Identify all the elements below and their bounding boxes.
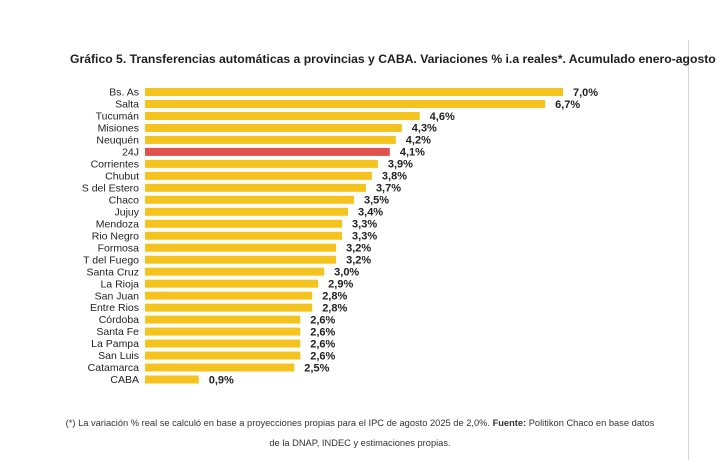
bar	[145, 291, 313, 300]
value-label: 4,2%	[406, 135, 431, 147]
bar	[145, 87, 563, 96]
category-label: La Rioja	[100, 278, 139, 290]
category-label: Santa Fe	[96, 326, 139, 338]
value-label: 3,7%	[376, 183, 401, 195]
value-label: 2,6%	[310, 326, 335, 338]
value-label: 2,6%	[310, 350, 335, 362]
bar	[145, 351, 301, 360]
category-label: San Luis	[98, 350, 139, 362]
category-label: Chaco	[109, 194, 140, 206]
footnote-source-text: Politikon Chaco en base datos de la DNAP…	[269, 418, 655, 448]
bar	[145, 183, 366, 192]
value-label: 3,2%	[346, 243, 371, 255]
value-label: 2,8%	[322, 302, 347, 314]
category-label: 24J	[122, 146, 139, 158]
value-label: 2,9%	[328, 278, 353, 290]
category-label: Entre Rios	[90, 302, 139, 314]
bar	[145, 123, 402, 132]
category-label: CABA	[110, 374, 139, 386]
bar	[145, 159, 378, 168]
category-label: Catamarca	[88, 362, 140, 374]
bar-highlight	[145, 147, 390, 156]
bar	[145, 315, 301, 324]
bar	[145, 363, 295, 372]
category-label: Chubut	[105, 170, 139, 182]
category-label: T del Fuego	[83, 254, 139, 266]
footnote-source-label: Fuente:	[492, 418, 527, 428]
bar-chart: Bs. As 7,0% Salta 6,7% Tucumán 4,6% Misiones 4,…	[82, 87, 598, 387]
category-label: San Juan	[95, 290, 140, 302]
category-label: Córdoba	[99, 314, 139, 326]
bar	[145, 135, 396, 144]
bar	[145, 375, 199, 384]
value-label: 3,4%	[358, 207, 383, 219]
category-label: La Pampa	[91, 338, 139, 350]
bar	[145, 99, 546, 108]
footnote-text: (*) La variación % real se calculó en ba…	[65, 418, 493, 428]
frame-divider	[688, 40, 689, 460]
footnote: (*) La variación % real se calculó en ba…	[60, 413, 660, 453]
bar	[145, 219, 343, 228]
category-label: Bs. As	[109, 87, 139, 99]
value-label: 3,8%	[382, 171, 407, 183]
value-label: 3,2%	[346, 255, 371, 267]
category-label: Tucumán	[96, 111, 140, 123]
value-label: 3,5%	[364, 195, 389, 207]
bar	[145, 279, 319, 288]
value-label: 4,1%	[400, 147, 425, 159]
bar	[145, 327, 301, 336]
value-label: 4,6%	[430, 111, 455, 123]
value-label: 0,9%	[209, 374, 234, 386]
category-label: Formosa	[98, 242, 140, 254]
category-label: Santa Cruz	[86, 266, 139, 278]
bar	[145, 171, 372, 180]
bar	[145, 303, 313, 312]
category-label: Salta	[115, 99, 139, 111]
value-label: 4,3%	[412, 123, 437, 135]
chart-title: Gráfico 5. Transferencias automáticas a …	[70, 52, 716, 66]
category-label: Neuquén	[96, 135, 139, 147]
category-label: Misiones	[98, 123, 139, 135]
category-label: Corrientes	[91, 158, 139, 170]
bar	[145, 111, 420, 120]
value-label: 2,5%	[304, 362, 329, 374]
value-label: 2,6%	[310, 338, 335, 350]
bar	[145, 255, 337, 264]
value-label: 6,7%	[555, 99, 580, 111]
bar	[145, 267, 325, 276]
value-label: 3,9%	[388, 159, 413, 171]
value-label: 3,3%	[352, 231, 377, 243]
category-label: Rio Negro	[92, 230, 139, 242]
value-label: 3,3%	[352, 219, 377, 231]
category-label: Jujuy	[114, 206, 139, 218]
value-label: 2,6%	[310, 314, 335, 326]
category-label: S del Estero	[82, 182, 139, 194]
bar	[145, 339, 301, 348]
bar	[145, 195, 354, 204]
category-label: Mendoza	[96, 218, 139, 230]
value-label: 7,0%	[573, 87, 598, 99]
value-label: 3,0%	[334, 266, 359, 278]
bar	[145, 207, 349, 216]
bar	[145, 243, 337, 252]
value-label: 2,8%	[322, 290, 347, 302]
bar	[145, 231, 343, 240]
